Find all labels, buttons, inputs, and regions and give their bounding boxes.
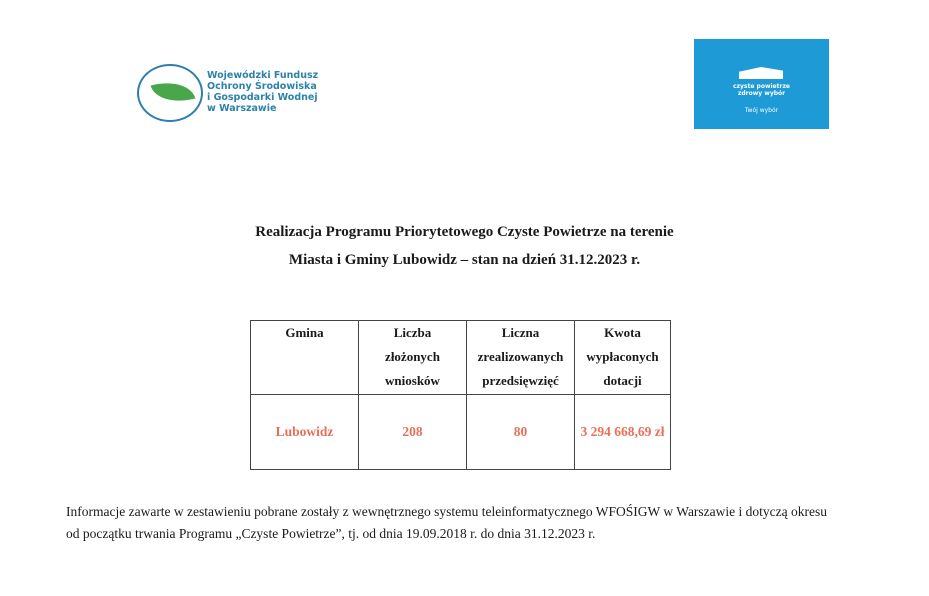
cell-kwota: 3 294 668,69 zł	[574, 394, 671, 470]
footnote-line-2: od początku trwania Programu „Czyste Pow…	[66, 526, 596, 541]
logo-tagline: Twój wybór	[744, 107, 779, 114]
title-line-1: Realizacja Programu Priorytetowego Czyst…	[255, 224, 674, 240]
header-liczba-wnioskow: Liczba złożonych wniosków	[358, 320, 467, 395]
logo-line: Wojewódzki Fundusz	[207, 70, 319, 81]
logo-line: i Gospodarki Wodnej	[207, 92, 318, 103]
cell-gmina: Lubowidz	[250, 394, 359, 470]
house-icon	[739, 67, 783, 79]
czyste-powietrze-logo: czyste powietrze zdrowy wybór Twój wybór	[694, 39, 829, 129]
logo-line: w Warszawie	[207, 103, 277, 114]
table-header-row: Gmina Liczba złożonych wniosków Liczna zrea…	[250, 320, 671, 395]
logo-line: czyste powietrze	[732, 83, 791, 90]
logo-line: Ochrony Środowiska	[207, 81, 317, 92]
leaf-circle-icon	[137, 64, 203, 122]
wfosigw-logo-text: Wojewódzki Fundusz Ochrony Środowiska i …	[207, 70, 318, 114]
footnote: Informacje zawarte w zestawieniu pobrane…	[66, 501, 886, 545]
header-gmina: Gmina	[250, 320, 359, 395]
footnote-line-1: Informacje zawarte w zestawieniu pobrane…	[66, 504, 828, 519]
wfosigw-logo: Wojewódzki Fundusz Ochrony Środowiska i …	[137, 64, 357, 124]
logo-line: zdrowy wybór	[737, 90, 786, 97]
cell-przedsiewziecia: 80	[466, 394, 575, 470]
summary-table: Gmina Liczba złożonych wniosków Liczna zrea…	[250, 320, 671, 470]
document-title: Realizacja Programu Priorytetowego Czyst…	[0, 218, 929, 274]
header-kwota-dotacji: Kwota wypłaconych dotacji	[574, 320, 671, 395]
title-line-2: Miasta i Gminy Lubowidz – stan na dzień …	[288, 252, 641, 268]
cell-wnioski: 208	[358, 394, 467, 470]
table-row: Lubowidz 208 80 3 294 668,69 zł	[250, 394, 671, 470]
header-liczba-przedsiewziec: Liczna zrealizowanych przedsięwzięć	[466, 320, 575, 395]
